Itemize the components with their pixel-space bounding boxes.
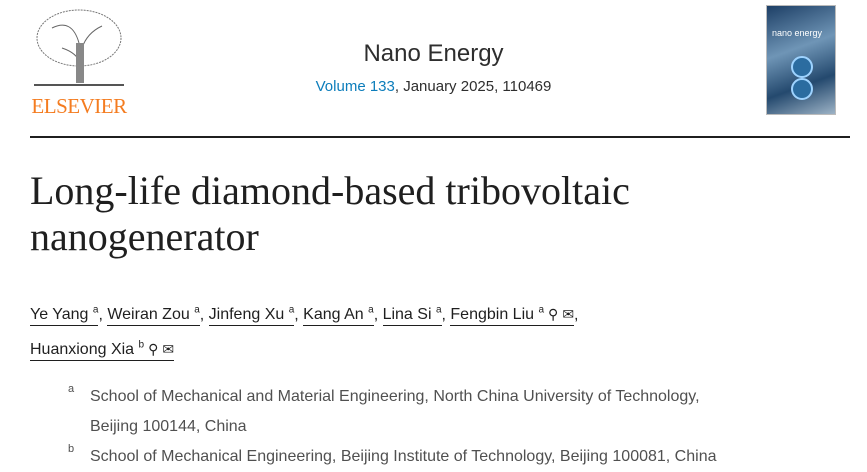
person-icon: ⚲ [148, 340, 159, 357]
affiliation: a School of Mechanical and Material Engi… [68, 382, 740, 442]
volume-link[interactable]: Volume 133 [315, 78, 395, 95]
affiliation-text: School of Mechanical and Material Engine… [90, 388, 700, 435]
article-title: Long-life diamond-based tribovoltaic nan… [30, 168, 630, 259]
author-link[interactable]: Ye Yang a [30, 305, 99, 327]
journal-issue-info: Volume 133, January 2025, 110469 [0, 78, 867, 95]
journal-title[interactable]: Nano Energy [363, 40, 504, 67]
affiliation: b School of Mechanical Engineering, Beij… [68, 442, 867, 472]
author-link[interactable]: Fengbin Liu a ⚲ ✉ [450, 305, 575, 327]
publisher-name: ELSEVIER [31, 94, 127, 118]
affiliation-text: School of Mechanical Engineering, Beijin… [90, 448, 717, 465]
header-divider [30, 136, 850, 138]
cover-title: nano energy [772, 28, 823, 38]
journal-cover-image[interactable]: nano energy [766, 5, 836, 115]
author-link[interactable]: Weiran Zou a [107, 305, 200, 327]
email-icon: ✉ [562, 306, 575, 323]
author-link[interactable]: Jinfeng Xu a [208, 305, 295, 327]
author-link[interactable]: Huanxiong Xia b ⚲ ✉ [30, 339, 175, 361]
tree-icon [34, 9, 124, 86]
issue-date: , January 2025, 110469 [394, 78, 552, 95]
cover-graphic [791, 56, 813, 78]
cover-graphic [791, 78, 813, 100]
elsevier-logo[interactable]: ELSEVIER [28, 8, 130, 118]
author-link[interactable]: Kang An a [303, 305, 374, 327]
email-icon: ✉ [162, 340, 175, 357]
author-link[interactable]: Lina Si a [382, 305, 442, 327]
author-list: Ye Yang a, Weiran Zou a, Jinfeng Xu a, K… [30, 296, 730, 365]
affiliation-label: b [68, 443, 75, 455]
person-icon: ⚲ [548, 306, 559, 323]
affiliation-label: a [68, 383, 75, 395]
journal-header: Nano Energy Volume 133, January 2025, 11… [0, 40, 867, 95]
